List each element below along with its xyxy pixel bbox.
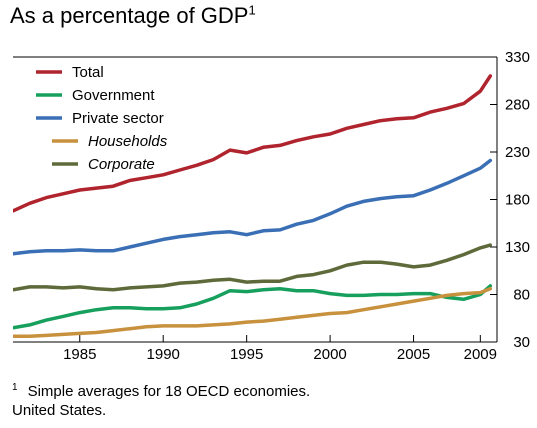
y-tick-label-330: 330: [505, 49, 530, 66]
legend: Total Government Private sector Households C…: [36, 64, 168, 173]
y-tick-label-80: 80: [513, 287, 530, 304]
series-line-corporate: [13, 243, 493, 292]
x-tick-label-2009: 2009: [464, 346, 497, 363]
series-line-households: [13, 287, 493, 339]
y-tick-label-180: 180: [505, 192, 530, 209]
x-tick-label-1995: 1995: [230, 346, 263, 363]
x-axis: 1985 1990 1995 2000 2005 2009: [63, 335, 497, 363]
x-tick-label-1985: 1985: [63, 346, 96, 363]
chart-title: As a percentage of GDP1: [10, 2, 256, 30]
legend-label-private-sector: Private sector: [72, 110, 164, 127]
y-tick-label-30: 30: [513, 334, 530, 351]
footnote-text: Simple averages for 18 OECD economies.: [27, 383, 311, 400]
y-tick-label-230: 230: [505, 144, 530, 161]
x-tick-label-1990: 1990: [147, 346, 180, 363]
legend-label-government: Government: [72, 87, 155, 104]
y-axis: 30 80 130 180 230 280 330: [490, 49, 530, 351]
source-note: United States.: [12, 402, 107, 419]
y-tick-label-130: 130: [505, 239, 530, 256]
x-tick-label-2005: 2005: [397, 346, 430, 363]
x-tick-label-2000: 2000: [313, 346, 346, 363]
footnote: 1 Simple averages for 18 OECD economies.: [12, 378, 310, 402]
y-tick-label-280: 280: [505, 97, 530, 114]
footnote-mark: 1: [12, 382, 18, 393]
legend-label-households: Households: [88, 133, 168, 150]
legend-label-total: Total: [72, 64, 104, 81]
legend-label-corporate: Corporate: [88, 156, 155, 173]
chart-title-footnote-mark: 1: [248, 2, 256, 18]
series-lines: [13, 74, 493, 339]
series-line-private-sector: [13, 158, 493, 256]
chart-title-text: As a percentage of GDP: [10, 3, 249, 28]
series-line-total: [13, 74, 493, 213]
series-line-government: [13, 284, 493, 330]
